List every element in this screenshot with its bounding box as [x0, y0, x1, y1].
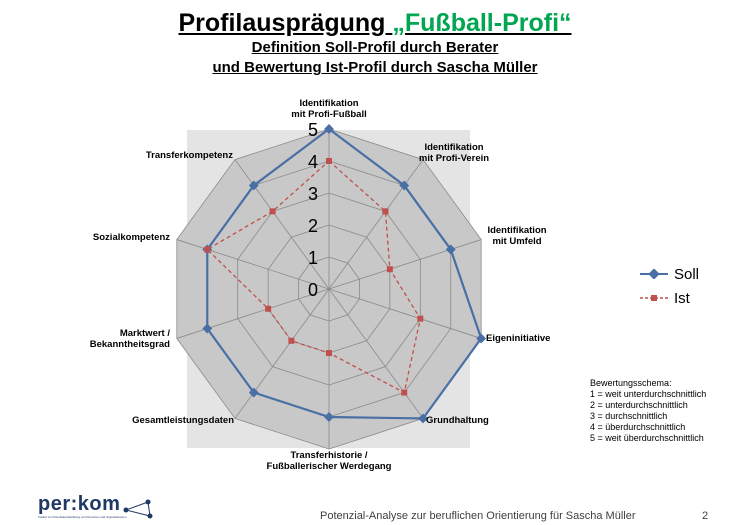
rating-scheme-title: Bewertungsschema: [590, 378, 672, 388]
category-label-line: Grundhaltung [426, 415, 489, 426]
category-label-line: Identifikation [424, 142, 483, 153]
data-point-soll [324, 412, 334, 422]
scale-tick-label: 4 [308, 152, 318, 172]
category-label-line: mit Profi-Verein [419, 153, 489, 164]
category-label-line: Eigeninitiative [486, 333, 550, 344]
category-label-line: Sozialkompetenz [93, 232, 170, 243]
title-block: Profilausprägung „Fußball-Profi“ Definit… [0, 8, 750, 78]
data-point-soll [445, 244, 456, 255]
subtitle-line-2: und Bewertung Ist-Profil durch Sascha Mü… [212, 59, 538, 76]
data-point-ist [288, 337, 295, 344]
category-label: Eigeninitiative [486, 333, 550, 344]
category-label: Transferkompetenz [146, 150, 233, 161]
logo-mark-icon [123, 499, 153, 519]
page-number: 2 [702, 510, 709, 522]
subtitle-line-1: Definition Soll-Profil durch Berater [251, 39, 499, 56]
data-point-ist [382, 208, 389, 215]
data-point-ist [265, 305, 272, 312]
category-label: Sozialkompetenz [93, 232, 170, 243]
title-main: Profilausprägung [178, 9, 393, 37]
legend-ist-label: Ist [674, 289, 690, 307]
scale-tick-label: 2 [308, 216, 318, 236]
grid-spoke [328, 159, 424, 290]
rating-scheme-item: 4 = überdurchschnittlich [590, 422, 686, 432]
grid-spoke [328, 239, 482, 290]
category-label-line: Transferhistorie / [290, 450, 367, 461]
data-point-soll [248, 180, 259, 191]
footer-caption: Potenzial-Analyse zur beruflichen Orient… [320, 510, 636, 522]
perkom-logo: per:kom [38, 493, 121, 515]
data-point-soll [202, 323, 213, 334]
category-label: Identifikation mit Umfeld [487, 225, 546, 247]
data-point-soll [248, 387, 259, 398]
data-point-soll [418, 413, 428, 424]
category-label-line: Identifikation [487, 225, 546, 236]
data-point-ist [269, 208, 276, 215]
category-label-line: mit Umfeld [492, 236, 541, 247]
legend-ist-swatch [640, 295, 668, 301]
legend-item-soll: Soll [640, 262, 740, 286]
category-label-line: Fußballerischer Werdegang [267, 461, 392, 472]
category-label-line: Identifikation [299, 98, 358, 109]
rating-scheme-item: 1 = weit unterdurchschnittlich [590, 389, 707, 399]
data-point-soll [476, 333, 487, 344]
grid-spoke [176, 288, 330, 339]
category-label-line: Transferkompetenz [146, 150, 233, 161]
category-label-line: Marktwert / [120, 328, 171, 339]
category-label: Transferhistorie / Fußballerischer Werdeg… [267, 450, 392, 472]
rating-scheme-item: 2 = unterdurchschnittlich [590, 400, 688, 410]
category-label: Grundhaltung [426, 415, 489, 426]
rating-scheme: Bewertungsschema: 1 = weit unterdurchsch… [590, 378, 706, 444]
page-title: Profilausprägung „Fußball-Profi“ [0, 8, 750, 38]
data-point-ist [386, 266, 393, 273]
scale-tick-label: 0 [308, 280, 318, 300]
rating-scheme-item: 3 = durchschnittlich [590, 411, 668, 421]
data-point-soll [399, 180, 410, 191]
data-point-ist [204, 246, 211, 253]
title-accent: „Fußball-Profi“ [392, 9, 572, 37]
category-label-line: Gesamtleistungsdaten [132, 415, 234, 426]
category-label: Gesamtleistungsdaten [132, 415, 234, 426]
data-point-ist [326, 158, 332, 164]
category-label: Marktwert / Bekanntheitsgrad [90, 328, 171, 350]
grid-spoke [328, 288, 482, 339]
scale-tick-label: 1 [308, 248, 318, 268]
category-label-line: mit Profi-Fußball [291, 109, 366, 120]
grid-spoke [234, 159, 330, 290]
legend-soll-label: Soll [674, 265, 700, 283]
scale-tick-label: 3 [308, 184, 318, 204]
grid-spoke [328, 288, 424, 419]
perkom-logo-tagline: Institut zur Potentialentwicklung von Pe… [38, 515, 127, 519]
category-label: Identifikation mit Profi-Verein [419, 142, 489, 164]
data-point-ist [401, 389, 408, 396]
legend-item-ist: Ist [640, 286, 740, 310]
rating-scheme-item: 5 = weit überdurchschnittlich [590, 433, 704, 443]
data-point-ist [417, 315, 424, 322]
grid-spoke [176, 239, 330, 290]
chart-legend: Soll Ist [640, 262, 740, 310]
grid-spoke [234, 288, 330, 419]
data-point-ist [326, 350, 332, 356]
legend-soll-swatch [640, 269, 668, 279]
scale-tick-label: 5 [308, 120, 318, 140]
category-label-line: Bekanntheitsgrad [90, 339, 170, 350]
category-label: Identifikation mit Profi-Fußball [291, 98, 366, 120]
